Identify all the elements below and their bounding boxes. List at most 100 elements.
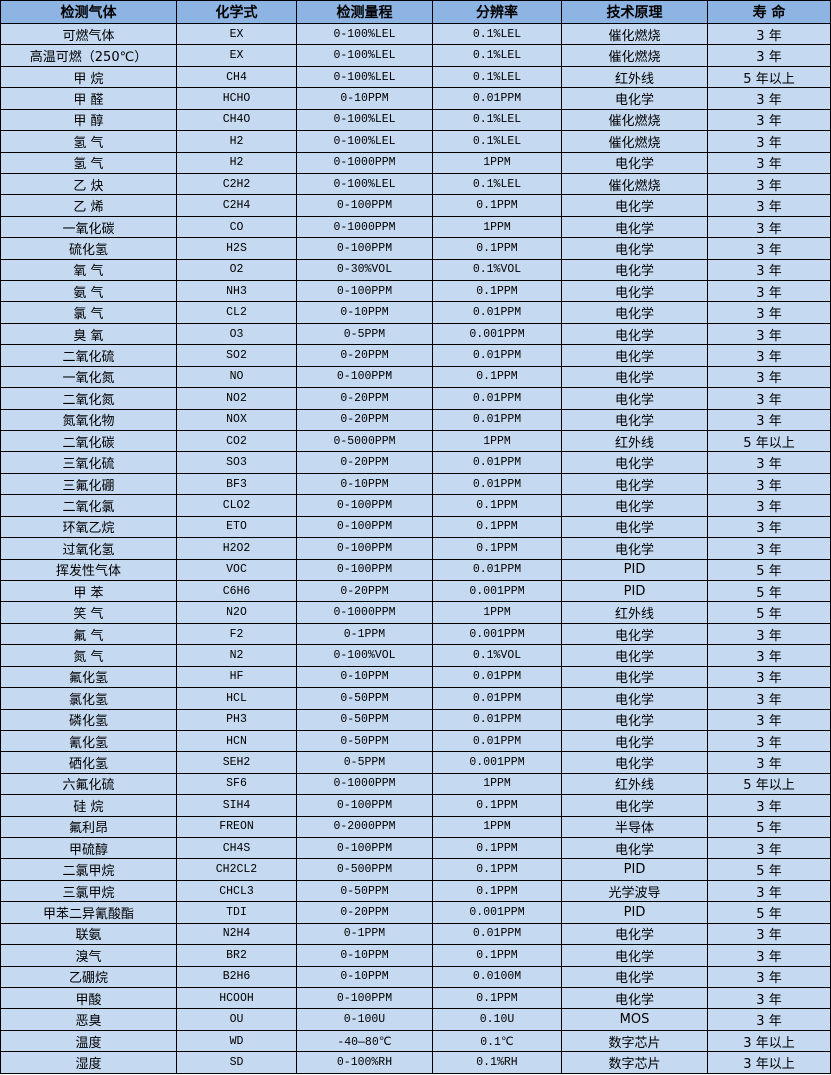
cell-gas: 硅 烷 — [0, 794, 177, 817]
cell-range: 0-100%VOL — [296, 644, 433, 667]
cell-gas: 六氟化硫 — [0, 772, 177, 796]
cell-range: 0-100U — [296, 1008, 433, 1031]
cell-range: 0-100PPM — [296, 280, 433, 303]
cell-resolution: 0.1%LEL — [432, 22, 562, 46]
cell-lifespan: 3 年 — [707, 922, 831, 946]
cell-formula: HCOOH — [176, 986, 297, 1010]
cell-principle: 电化学 — [561, 965, 708, 988]
cell-range: 0-1000PPM — [296, 601, 433, 624]
cell-resolution: 0.1PPM — [432, 237, 562, 260]
cell-principle: 电化学 — [561, 387, 708, 410]
cell-gas: 乙 烯 — [0, 194, 177, 217]
cell-gas: 甲 苯 — [0, 579, 177, 603]
cell-lifespan: 3 年 — [707, 451, 831, 474]
cell-gas: 磷化氢 — [0, 708, 177, 731]
cell-principle: 电化学 — [561, 687, 708, 710]
cell-range: 0-50PPM — [296, 687, 433, 710]
cell-formula: H2O2 — [176, 537, 297, 560]
cell-lifespan: 5 年 — [707, 815, 831, 839]
cell-gas: 恶臭 — [0, 1008, 177, 1031]
table-row: 一氧化氮 NO 0-100PPM 0.1PPM 电化学 3 年 — [0, 365, 831, 389]
cell-range: 0-100PPM — [296, 515, 433, 539]
cell-resolution: 0.01PPM — [432, 665, 562, 689]
cell-formula: NH3 — [176, 280, 297, 303]
cell-gas: 甲 烷 — [0, 65, 177, 89]
cell-range: 0-10PPM — [296, 965, 433, 988]
cell-range: 0-100PPM — [296, 237, 433, 260]
cell-resolution: 0.01PPM — [432, 922, 562, 946]
table-row: 氢 气 H2 0-1000PPM 1PPM 电化学 3 年 — [0, 151, 831, 174]
cell-lifespan: 3 年 — [707, 44, 831, 67]
cell-formula: O3 — [176, 322, 297, 346]
table-row: 乙 烯 C2H4 0-100PPM 0.1PPM 电化学 3 年 — [0, 194, 831, 217]
cell-lifespan: 5 年 — [707, 601, 831, 624]
cell-formula: SF6 — [176, 772, 297, 796]
cell-formula: SEH2 — [176, 751, 297, 774]
cell-formula: CH2CL2 — [176, 858, 297, 881]
cell-lifespan: 5 年以上 — [707, 65, 831, 89]
table-row: 三氧化硫 SO3 0-20PPM 0.01PPM 电化学 3 年 — [0, 451, 831, 474]
cell-lifespan: 3 年 — [707, 515, 831, 539]
cell-formula: BF3 — [176, 472, 297, 496]
cell-resolution: 0.1PPM — [432, 194, 562, 217]
cell-lifespan: 5 年以上 — [707, 772, 831, 796]
cell-lifespan: 3 年 — [707, 751, 831, 774]
cell-formula: O2 — [176, 258, 297, 282]
cell-range: 0-1PPM — [296, 922, 433, 946]
cell-principle: 电化学 — [561, 301, 708, 324]
cell-formula: FREON — [176, 815, 297, 839]
cell-range: 0-100PPM — [296, 537, 433, 560]
cell-principle: PID — [561, 579, 708, 603]
cell-principle: 电化学 — [561, 922, 708, 946]
cell-range: 0-100PPM — [296, 837, 433, 860]
cell-gas: 氮氧化物 — [0, 408, 177, 432]
table-row: 氨 气 NH3 0-100PPM 0.1PPM 电化学 3 年 — [0, 280, 831, 303]
cell-resolution: 0.1PPM — [432, 365, 562, 389]
cell-resolution: 0.1%LEL — [432, 108, 562, 132]
cell-principle: 电化学 — [561, 237, 708, 260]
cell-lifespan: 3 年 — [707, 944, 831, 967]
table-row: 甲硫醇 CH4S 0-100PPM 0.1PPM 电化学 3 年 — [0, 837, 831, 860]
cell-range: 0-1000PPM — [296, 215, 433, 239]
table-row: 温度 WD -40—80℃ 0.1℃ 数字芯片 3 年以上 — [0, 1029, 831, 1053]
cell-range: 0-5000PPM — [296, 430, 433, 453]
header-gas: 检测气体 — [0, 0, 177, 24]
cell-formula: C2H4 — [176, 194, 297, 217]
header-range: 检测量程 — [296, 0, 433, 24]
cell-principle: 红外线 — [561, 430, 708, 453]
cell-formula: ETO — [176, 515, 297, 539]
cell-gas: 可燃气体 — [0, 22, 177, 46]
cell-lifespan: 3 年 — [707, 172, 831, 196]
cell-formula: N2 — [176, 644, 297, 667]
cell-resolution: 0.001PPM — [432, 751, 562, 774]
cell-principle: 电化学 — [561, 344, 708, 367]
table-row: 过氧化氢 H2O2 0-100PPM 0.1PPM 电化学 3 年 — [0, 537, 831, 560]
cell-resolution: 0.01PPM — [432, 687, 562, 710]
cell-resolution: 0.1PPM — [432, 494, 562, 517]
cell-principle: 电化学 — [561, 365, 708, 389]
cell-range: 0-100%LEL — [296, 108, 433, 132]
table-row: 氢 气 H2 0-100%LEL 0.1%LEL 催化燃烧 3 年 — [0, 130, 831, 153]
table-row: 联氨 N2H4 0-1PPM 0.01PPM 电化学 3 年 — [0, 922, 831, 946]
cell-gas: 臭 氧 — [0, 322, 177, 346]
cell-lifespan: 3 年 — [707, 258, 831, 282]
cell-lifespan: 3 年 — [707, 215, 831, 239]
table-row: 可燃气体 EX 0-100%LEL 0.1%LEL 催化燃烧 3 年 — [0, 22, 831, 46]
cell-resolution: 0.1%VOL — [432, 644, 562, 667]
cell-resolution: 0.1PPM — [432, 944, 562, 967]
cell-gas: 湿度 — [0, 1051, 177, 1074]
cell-resolution: 0.001PPM — [432, 901, 562, 924]
cell-formula: CO2 — [176, 430, 297, 453]
cell-principle: 电化学 — [561, 537, 708, 560]
cell-gas: 高温可燃（250℃） — [0, 44, 177, 67]
cell-range: 0-10PPM — [296, 87, 433, 110]
cell-formula: B2H6 — [176, 965, 297, 988]
cell-resolution: 0.01PPM — [432, 472, 562, 496]
cell-formula: SIH4 — [176, 794, 297, 817]
cell-resolution: 0.01PPM — [432, 387, 562, 410]
cell-resolution: 0.1%LEL — [432, 172, 562, 196]
cell-resolution: 0.01PPM — [432, 558, 562, 581]
cell-lifespan: 3 年 — [707, 986, 831, 1010]
cell-resolution: 0.01PPM — [432, 87, 562, 110]
